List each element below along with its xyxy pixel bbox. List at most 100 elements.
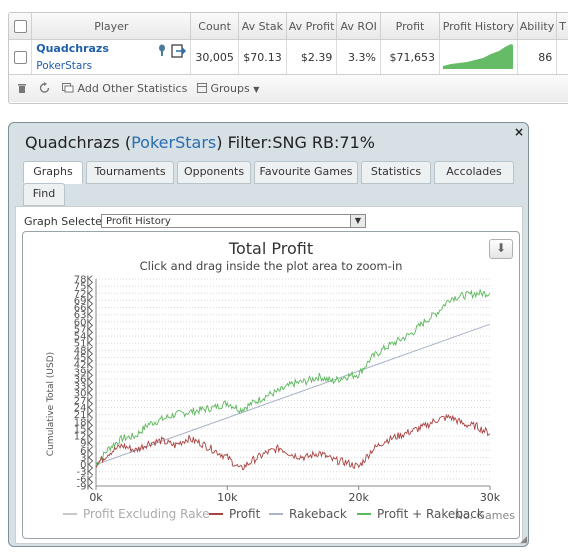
- y-tick-label: 0K: [80, 460, 93, 471]
- x-axis-ticks: 0k 10k 20k 30k: [89, 486, 501, 504]
- tab-graphs[interactable]: Graphs: [23, 161, 83, 184]
- profit-chart-svg[interactable]: Total Profit Click and drag inside the p…: [23, 232, 519, 538]
- groups-label: Groups: [210, 82, 250, 95]
- graph-select-value: Profit History: [106, 216, 171, 227]
- select-all-header[interactable]: [9, 13, 33, 40]
- header-av-stake[interactable]: Av Stak: [238, 13, 287, 40]
- tab-statistics[interactable]: Statistics: [361, 161, 431, 184]
- ability-cell: 86: [517, 39, 558, 75]
- refresh-icon[interactable]: [39, 82, 50, 97]
- series-line-rakeback: [95, 323, 491, 466]
- x-tick-label: 0k: [89, 491, 103, 504]
- header-count[interactable]: Count: [190, 13, 239, 40]
- tab-opponents[interactable]: Opponents: [177, 161, 251, 184]
- y-tick-label: 69K: [74, 296, 94, 307]
- popup-title: Quadchrazs (PokerStars) Filter:SNG RB:71…: [25, 133, 375, 152]
- select-all-checkbox[interactable]: [13, 19, 27, 33]
- trash-icon[interactable]: [17, 82, 27, 97]
- player-popup: × Quadchrazs (PokerStars) Filter:SNG RB:…: [8, 122, 529, 547]
- y-tick-label: 18K: [74, 417, 94, 428]
- tab-find[interactable]: Find: [23, 183, 65, 206]
- players-table: Player Count Av Stak Av Profit Av ROI Pr…: [9, 13, 568, 75]
- y-tick-label: 3K: [80, 453, 93, 464]
- y-tick-label: 48K: [74, 346, 94, 357]
- tab-accolades[interactable]: Accolades: [434, 161, 514, 184]
- row-checkbox[interactable]: [13, 50, 27, 64]
- chart-title: Total Profit: [228, 239, 313, 258]
- legend-item[interactable]: Profit Excluding Rake: [83, 507, 209, 521]
- profit-chart[interactable]: Total Profit Click and drag inside the p…: [22, 231, 520, 539]
- y-tick-label: 60K: [74, 317, 94, 328]
- download-icon[interactable]: ⬇: [489, 239, 513, 259]
- select-arrow-icon: ▼: [350, 215, 365, 227]
- legend-item[interactable]: Profit + Rakeback: [377, 507, 484, 521]
- header-ability[interactable]: Ability: [517, 13, 558, 40]
- resize-handle-icon[interactable]: ◢: [520, 535, 527, 545]
- y-tick-label: 27K: [74, 396, 94, 407]
- graph-select[interactable]: Profit History ▼: [101, 214, 366, 228]
- y-tick-label: 15K: [74, 424, 94, 435]
- add-statistics-button[interactable]: Add Other Statistics: [62, 82, 187, 95]
- profit-cell: $71,653: [380, 39, 441, 75]
- y-tick-label: 6K: [80, 446, 93, 457]
- y-tick-label: -6K: [76, 474, 93, 485]
- av-roi-cell: 3.3%: [336, 39, 381, 75]
- y-axis-label: Cumulative Total (USD): [46, 352, 56, 456]
- series-line-profit-rakeback: [95, 288, 491, 466]
- header-player[interactable]: Player: [31, 13, 192, 40]
- open-profile-icon[interactable]: [171, 44, 187, 58]
- count-cell: 30,005: [190, 39, 239, 75]
- header-av-profit[interactable]: Av Profit: [286, 13, 338, 40]
- close-icon[interactable]: ×: [513, 125, 524, 139]
- y-tick-label: 72K: [74, 289, 94, 300]
- popup-player-name: Quadchrazs: [25, 133, 120, 152]
- chart-grid: [95, 278, 490, 487]
- y-tick-label: 63K: [74, 310, 94, 321]
- legend-item[interactable]: Profit: [229, 507, 261, 521]
- y-tick-label: 57K: [74, 324, 94, 335]
- groups-dropdown[interactable]: Groups ▼: [197, 82, 259, 95]
- y-tick-label: 21K: [74, 410, 94, 421]
- av-stake-cell: $70.13: [238, 39, 287, 75]
- y-tick-label: -3K: [76, 467, 93, 478]
- player-name-link[interactable]: Quadchrazs: [36, 42, 109, 55]
- tab-tournaments[interactable]: Tournaments: [86, 161, 174, 184]
- add-columns-icon: [62, 83, 74, 93]
- add-statistics-label: Add Other Statistics: [77, 82, 188, 95]
- chart-legend: Profit Excluding Rake Profit Rakeback Profi…: [63, 507, 484, 521]
- header-av-roi[interactable]: Av ROI: [336, 13, 381, 40]
- header-truncated[interactable]: T: [556, 13, 568, 40]
- y-tick-label: 78K: [74, 275, 94, 286]
- header-profit-history[interactable]: Profit History: [439, 13, 518, 40]
- graph-selected-label: Graph Selected:: [24, 215, 113, 228]
- caret-down-icon: ▼: [253, 85, 260, 94]
- players-table-panel: Player Count Av Stak Av Profit Av ROI Pr…: [8, 12, 568, 104]
- graphs-panel: Graph Selected: Profit History ▼ Total P…: [15, 206, 523, 544]
- profit-sparkline: [443, 43, 514, 69]
- tab-favourite-games[interactable]: Favourite Games: [254, 161, 358, 184]
- y-tick-label: 45K: [74, 353, 94, 364]
- chart-lines: [95, 288, 491, 471]
- legend-item[interactable]: Rakeback: [289, 507, 347, 521]
- series-line-profit: [95, 413, 491, 471]
- y-tick-label: 75K: [74, 282, 94, 293]
- groups-icon: [197, 83, 207, 93]
- player-site-link[interactable]: PokerStars: [36, 60, 93, 72]
- y-tick-label: -9K: [76, 482, 93, 493]
- popup-site-link[interactable]: PokerStars: [131, 133, 217, 152]
- truncated-cell: [556, 39, 568, 75]
- row-checkbox-cell[interactable]: [9, 39, 33, 75]
- y-tick-label: 66K: [74, 303, 94, 314]
- header-profit[interactable]: Profit: [380, 13, 441, 40]
- y-axis-ticks: 78K75K72K69K66K63K60K57K54K51K48K45K42K3…: [74, 275, 94, 493]
- y-tick-label: 54K: [74, 332, 94, 343]
- y-tick-label: 12K: [74, 432, 94, 443]
- y-tick-label: 33K: [74, 382, 94, 393]
- y-tick-label: 24K: [74, 403, 94, 414]
- x-tick-label: 20k: [348, 491, 369, 504]
- pin-icon[interactable]: [157, 44, 167, 58]
- chart-subtitle: Click and drag inside the plot area to z…: [140, 259, 403, 273]
- x-axis-label: No. Games: [455, 509, 516, 522]
- y-tick-label: 42K: [74, 360, 94, 371]
- y-tick-label: 9K: [80, 439, 93, 450]
